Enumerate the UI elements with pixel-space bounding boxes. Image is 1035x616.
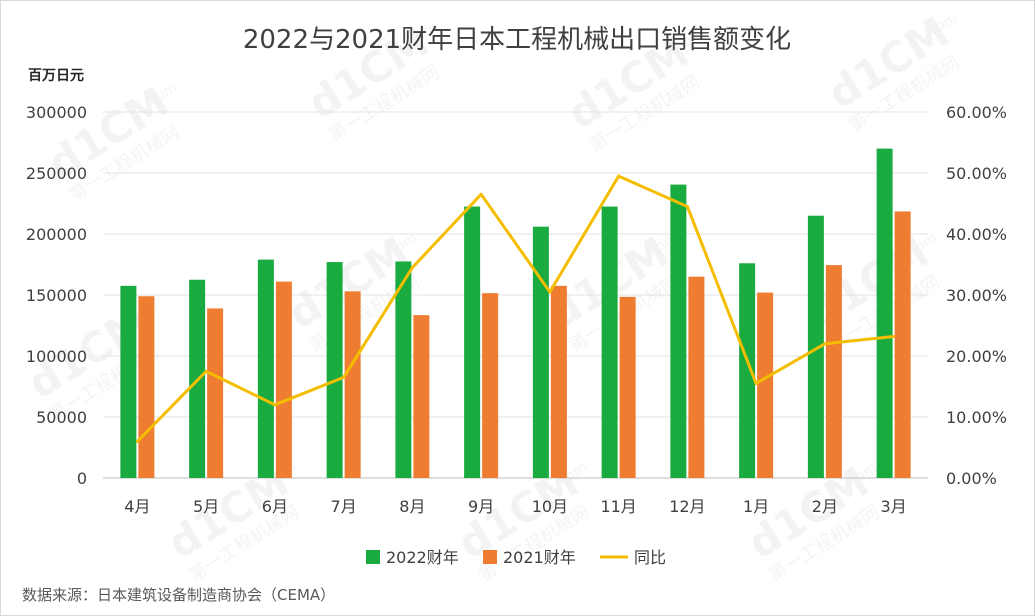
yoy-point	[617, 174, 621, 178]
y-right-tick-label: 10.00%	[946, 408, 1007, 427]
y-axis-left-ticks: 0 50000 100000 150000 200000 250000 300000	[26, 103, 87, 488]
yoy-point	[548, 290, 552, 294]
bar-2021	[619, 296, 636, 478]
y-axis-unit: 百万日元	[28, 68, 84, 84]
x-tick-label: 5月	[193, 497, 219, 516]
x-tick-label: 3月	[881, 497, 907, 516]
bar-2022	[257, 259, 274, 478]
yoy-line-layer	[135, 174, 896, 443]
bar-2022	[395, 261, 412, 478]
yoy-point	[892, 334, 896, 338]
y-left-tick-label: 200000	[26, 225, 87, 244]
watermark-tile: d1CM第一工程机械网com	[39, 77, 183, 206]
bar-2021	[757, 292, 774, 478]
y-left-tick-label: 250000	[26, 164, 87, 183]
bar-2022	[739, 263, 756, 478]
y-right-tick-label: 50.00%	[946, 164, 1007, 183]
x-tick-label: 9月	[468, 497, 494, 516]
x-tick-label: 12月	[669, 497, 705, 516]
y-right-tick-label: 30.00%	[946, 286, 1007, 305]
bar-2021	[138, 296, 155, 478]
bar-2021	[413, 315, 430, 478]
bar-2021	[482, 293, 499, 478]
yoy-point	[135, 439, 139, 443]
chart-title: 2022与2021财年日本工程机械出口销售额变化	[243, 25, 791, 55]
legend: 2022财年 2021财年 同比	[366, 548, 666, 567]
yoy-point	[754, 381, 758, 385]
y-right-tick-label: 40.00%	[946, 225, 1007, 244]
source-note: 数据来源：日本建筑设备制造商协会（CEMA）	[22, 586, 335, 604]
bar-2021	[688, 276, 705, 478]
bar-2022	[876, 148, 893, 478]
bar-2022	[670, 184, 687, 478]
bar-2022	[326, 262, 343, 478]
yoy-point	[823, 342, 827, 346]
x-tick-label: 2月	[812, 497, 838, 516]
y-left-tick-label: 50000	[36, 408, 87, 427]
bar-2021	[825, 265, 842, 478]
x-tick-label: 4月	[124, 497, 150, 516]
bar-2021	[550, 285, 567, 478]
x-tick-label: 1月	[743, 497, 769, 516]
x-axis-ticks: 4月 5月 6月 7月 8月 9月 10月 11月 12月 1月 2月 3月	[124, 497, 906, 516]
y-right-tick-label: 0.00%	[946, 469, 997, 488]
yoy-point	[342, 375, 346, 379]
yoy-point	[204, 369, 208, 373]
legend-label-yoy: 同比	[634, 548, 666, 567]
bars-layer	[120, 148, 911, 479]
legend-swatch-2021	[483, 550, 497, 564]
legend-swatch-2022	[366, 550, 380, 564]
watermark-tile: d1CM第一工程机械网com	[159, 457, 303, 586]
y-left-tick-label: 0	[77, 469, 87, 488]
legend-label-2021: 2021财年	[503, 548, 576, 567]
bar-2022	[807, 215, 824, 478]
x-tick-label: 8月	[399, 497, 425, 516]
legend-label-2022: 2022财年	[386, 548, 459, 567]
bar-2022	[464, 206, 481, 479]
yoy-point	[410, 266, 414, 270]
bar-2021	[207, 308, 224, 478]
bar-2021	[344, 291, 361, 478]
y-left-tick-label: 300000	[26, 103, 87, 122]
y-left-tick-label: 150000	[26, 286, 87, 305]
y-axis-right-ticks: 0.00% 10.00% 20.00% 30.00% 40.00% 50.00% 60.00…	[946, 103, 1007, 488]
yoy-line	[136, 174, 894, 443]
y-left-tick-label: 100000	[26, 347, 87, 366]
bar-2021	[275, 281, 292, 478]
yoy-point	[273, 403, 277, 407]
gridlines	[103, 111, 928, 479]
x-tick-label: 6月	[262, 497, 288, 516]
x-tick-label: 10月	[532, 497, 568, 516]
bar-2021	[894, 211, 911, 478]
x-tick-label: 11月	[600, 497, 636, 516]
x-tick-label: 7月	[331, 497, 357, 516]
bar-2022	[532, 226, 549, 478]
yoy-point	[685, 205, 689, 209]
yoy-point	[479, 192, 483, 196]
y-right-tick-label: 60.00%	[946, 103, 1007, 122]
bar-2022	[601, 206, 618, 479]
y-right-tick-label: 20.00%	[946, 347, 1007, 366]
bar-2022	[120, 285, 137, 478]
